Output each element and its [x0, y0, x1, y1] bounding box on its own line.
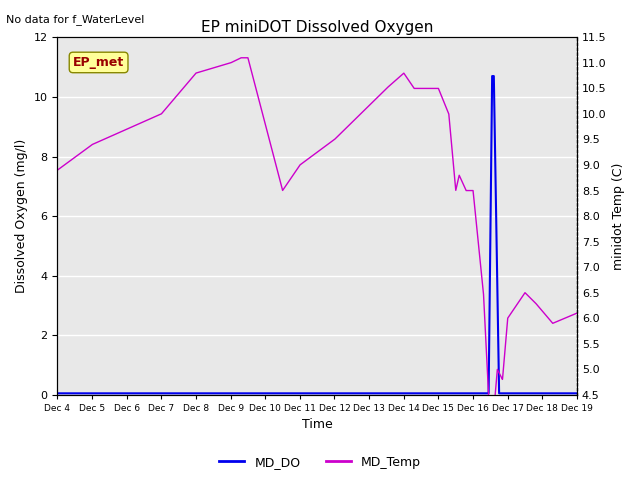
MD_Temp	[442, 102, 449, 108]
MD_Temp	[237, 55, 245, 60]
Title: EP miniDOT Dissolved Oxygen: EP miniDOT Dissolved Oxygen	[201, 20, 433, 35]
MD_Temp	[481, 314, 488, 320]
MD_Temp	[573, 310, 580, 316]
MD_Temp	[486, 428, 494, 433]
MD_DO	[392, 390, 399, 396]
Text: No data for f_WaterLevel: No data for f_WaterLevel	[6, 14, 145, 25]
MD_Temp	[252, 86, 260, 92]
MD_DO	[441, 390, 449, 396]
X-axis label: Time: Time	[302, 419, 333, 432]
Line: MD_DO: MD_DO	[58, 76, 577, 393]
MD_Temp	[148, 115, 156, 121]
MD_Temp	[54, 167, 61, 173]
MD_DO	[54, 390, 61, 396]
MD_DO	[148, 390, 156, 396]
Y-axis label: Dissolved Oxygen (mg/l): Dissolved Oxygen (mg/l)	[15, 139, 28, 293]
Y-axis label: minidot Temp (C): minidot Temp (C)	[612, 162, 625, 270]
MD_DO	[481, 390, 488, 396]
MD_DO	[252, 390, 260, 396]
MD_DO	[488, 73, 496, 79]
MD_DO	[365, 390, 373, 396]
Text: EP_met: EP_met	[73, 56, 124, 69]
Legend: MD_DO, MD_Temp: MD_DO, MD_Temp	[214, 451, 426, 474]
MD_DO	[573, 390, 580, 396]
Line: MD_Temp: MD_Temp	[58, 58, 577, 431]
MD_Temp	[392, 78, 399, 84]
MD_Temp	[365, 103, 373, 108]
